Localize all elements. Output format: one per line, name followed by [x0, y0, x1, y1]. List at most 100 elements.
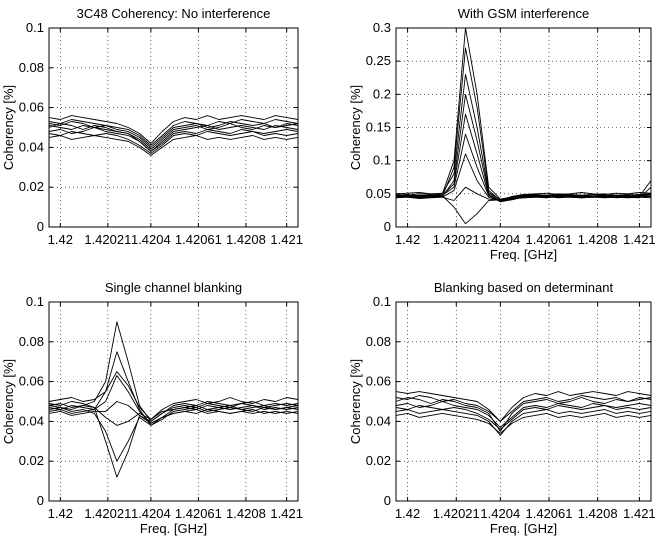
x-tick-label: 1.4204 [131, 232, 171, 247]
x-tick-label: 1.4208 [578, 232, 618, 247]
series-line-2 [49, 351, 298, 426]
series-line-2 [49, 127, 298, 152]
panel-3: 1.42 1.42021 1.4204 1.42061 1.4208 1.421 0 0.02… [1, 280, 303, 536]
series-line-5 [396, 405, 651, 430]
y-tick-label: 0.02 [19, 453, 44, 468]
y-tick-label: 0.3 [373, 20, 391, 35]
x-tick-label: 1.42021 [84, 232, 131, 247]
x-axis-label: Freq. [GHz] [490, 521, 557, 536]
axes-frame [48, 301, 299, 502]
x-tick-label: 1.4208 [226, 506, 266, 521]
y-tick-label: 0.08 [19, 60, 44, 75]
series-line-4 [49, 135, 298, 156]
series-line-6 [396, 391, 651, 422]
series-line-3 [49, 115, 298, 144]
y-tick-label: 0.15 [366, 120, 391, 135]
series-line-6 [49, 401, 298, 478]
x-tick-label: 1.42061 [526, 232, 573, 247]
y-tick-label: 0.05 [366, 186, 391, 201]
plot-title: 3C48 Coherency: No interference [77, 6, 271, 21]
x-axis-label: Freq. [GHz] [140, 521, 207, 536]
y-tick-label: 0.25 [366, 53, 391, 68]
x-tick-label: 1.421 [270, 506, 303, 521]
x-tick-label: 1.421 [270, 232, 303, 247]
axes-frame [48, 27, 299, 228]
y-tick-label: 0.1 [373, 153, 391, 168]
series-line-7 [49, 401, 298, 424]
series-line-7 [49, 131, 298, 154]
panel-4: 1.42 1.42021 1.4204 1.42061 1.4208 1.421 0 0.02… [348, 280, 656, 536]
series-line-2 [396, 401, 651, 428]
x-tick-label: 1.421 [623, 506, 656, 521]
y-tick-label: 0.1 [26, 20, 44, 35]
series-line-5 [49, 407, 298, 462]
y-axis-label: Coherency [%] [348, 85, 363, 170]
series-line-7 [396, 412, 651, 434]
y-tick-label: 0.02 [19, 179, 44, 194]
y-tick-label: 0.2 [373, 86, 391, 101]
y-axis-label: Coherency [%] [348, 359, 363, 444]
series-group [49, 321, 298, 478]
x-axis-label: Freq. [GHz] [490, 247, 557, 262]
x-tick-label: 1.42021 [433, 232, 480, 247]
panel-2: 1.42 1.42021 1.4204 1.42061 1.4208 1.421 0 0.05… [348, 6, 656, 262]
x-tick-label: 1.42061 [175, 506, 222, 521]
y-tick-label: 0.08 [366, 334, 391, 349]
y-tick-label: 0 [384, 219, 391, 234]
series-line-8 [49, 405, 298, 426]
y-axis-label: Coherency [%] [1, 85, 16, 170]
x-tick-label: 1.42061 [175, 232, 222, 247]
y-tick-label: 0.1 [26, 294, 44, 309]
x-tick-label: 1.4204 [131, 506, 171, 521]
series-line-1 [49, 321, 298, 422]
x-tick-label: 1.42 [48, 506, 73, 521]
series-line-6 [396, 133, 651, 201]
x-tick-label: 1.42021 [84, 506, 131, 521]
x-tick-label: 1.4204 [480, 232, 520, 247]
panel-1: 1.42 1.42021 1.4204 1.42061 1.4208 1.421 0 0.02… [1, 6, 303, 247]
axes-frame [395, 301, 652, 502]
y-tick-label: 0.06 [366, 374, 391, 389]
y-tick-label: 0.1 [373, 294, 391, 309]
series-line-1 [396, 395, 651, 422]
y-tick-label: 0.04 [19, 413, 44, 428]
series-line-1 [396, 28, 651, 200]
x-tick-label: 1.4208 [578, 506, 618, 521]
plot-title: Blanking based on determinant [434, 280, 614, 295]
series-line-3 [396, 397, 651, 432]
series-line-4 [396, 93, 651, 202]
series-line-6 [49, 119, 298, 146]
x-tick-label: 1.4208 [226, 232, 266, 247]
plot-title: With GSM interference [458, 6, 590, 21]
plot-title: Single channel blanking [105, 280, 242, 295]
x-tick-label: 1.42021 [433, 506, 480, 521]
series-line-3 [49, 371, 298, 420]
series-line-9 [396, 186, 651, 201]
y-tick-label: 0 [384, 493, 391, 508]
y-tick-label: 0.02 [366, 453, 391, 468]
y-tick-label: 0 [37, 493, 44, 508]
x-tick-label: 1.42061 [526, 506, 573, 521]
series-line-3 [396, 73, 651, 201]
series-line-2 [396, 47, 651, 201]
y-axis-label: Coherency [%] [1, 359, 16, 444]
series-line-1 [49, 121, 298, 148]
series-group [49, 115, 298, 156]
series-line-8 [396, 194, 651, 225]
x-tick-label: 1.4204 [480, 506, 520, 521]
y-tick-label: 0 [37, 219, 44, 234]
x-tick-label: 1.42 [395, 232, 420, 247]
series-group [396, 28, 651, 225]
y-tick-label: 0.04 [19, 139, 44, 154]
series-group [396, 391, 651, 436]
y-tick-label: 0.04 [366, 413, 391, 428]
y-tick-label: 0.08 [19, 334, 44, 349]
series-line-8 [49, 125, 298, 152]
y-tick-label: 0.06 [19, 374, 44, 389]
x-tick-label: 1.42 [48, 232, 73, 247]
x-tick-label: 1.421 [623, 232, 656, 247]
y-tick-label: 0.06 [19, 100, 44, 115]
x-tick-label: 1.42 [395, 506, 420, 521]
series-line-4 [396, 409, 651, 436]
